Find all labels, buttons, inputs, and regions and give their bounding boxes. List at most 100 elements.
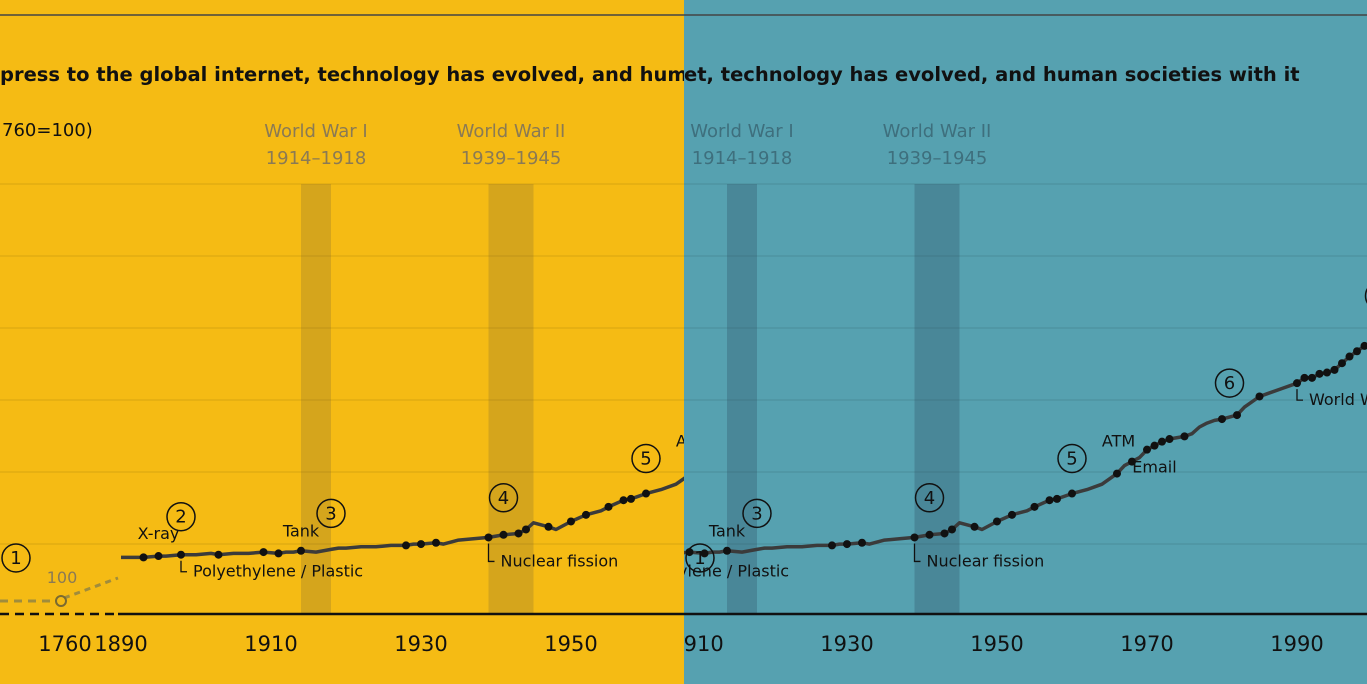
y-axis-label: 760=100) <box>2 120 93 141</box>
data-point <box>685 548 694 557</box>
annotation-label: ATM <box>676 432 684 451</box>
milestone-marker-label: 3 <box>325 503 336 524</box>
data-point <box>1045 496 1054 505</box>
milestone-marker-circle <box>685 543 715 573</box>
data-point <box>1233 411 1241 420</box>
data-point <box>1143 445 1151 454</box>
milestone-marker-label: 1 <box>10 548 21 569</box>
annotation-label: Polyethylene / Plastic <box>193 562 363 581</box>
annotation-leader <box>180 560 187 573</box>
annotation-label: Nuclear fission <box>501 551 619 570</box>
data-point <box>970 522 979 531</box>
war-band <box>301 184 331 614</box>
war-band <box>488 184 534 614</box>
data-point <box>843 540 851 549</box>
data-point <box>484 533 493 542</box>
data-point <box>858 538 866 547</box>
data-point <box>1150 441 1159 450</box>
annotation-leader <box>1296 389 1303 401</box>
milestone-marker-circle <box>742 498 772 529</box>
data-point <box>214 550 223 559</box>
x-tick-label: 1950 <box>544 632 597 656</box>
war-years-label: 1939–1945 <box>461 148 562 169</box>
data-point <box>1180 432 1189 441</box>
data-point <box>567 517 575 526</box>
start-value-label: 100 <box>47 568 78 587</box>
x-tick-label: 1890 <box>94 632 147 656</box>
annotation-label: Nuclear fission <box>927 551 1045 570</box>
chart-panel-yellow: World War I 1914–1918 World War II 1939–194… <box>0 14 684 656</box>
data-point <box>544 522 553 531</box>
background <box>684 0 1367 684</box>
data-point <box>1330 365 1339 374</box>
data-point <box>1300 373 1309 382</box>
milestone-marker-label: 4 <box>498 488 509 509</box>
data-point <box>259 548 268 557</box>
data-point <box>1293 379 1301 388</box>
data-point <box>1165 435 1174 444</box>
data-point <box>925 530 934 539</box>
data-point <box>1315 369 1324 378</box>
annotation-label: ATM <box>1102 432 1135 451</box>
war-years-label: 1939–1945 <box>887 148 988 169</box>
x-tick-label: 1760 <box>38 632 91 656</box>
data-point <box>499 530 508 539</box>
annotation-label: X-ray <box>138 524 180 543</box>
war-name-label: World War I <box>690 121 793 142</box>
milestone-marker-circle <box>631 443 661 474</box>
data-point <box>828 541 836 550</box>
data-point <box>948 525 956 534</box>
data-point <box>1030 502 1039 511</box>
data-point <box>700 549 709 558</box>
milestone-marker-label: 2 <box>175 507 186 528</box>
data-point <box>1008 510 1016 519</box>
data-point <box>274 549 283 558</box>
data-point <box>1113 469 1121 478</box>
war-band <box>914 184 960 614</box>
x-tick-label: 1910 <box>244 632 297 656</box>
data-point <box>1323 368 1331 377</box>
milestone-marker-circle <box>316 498 346 529</box>
war-band <box>727 184 757 614</box>
data-point <box>1353 347 1361 356</box>
milestone-marker-circle <box>914 483 945 513</box>
x-tick-label: 1970 <box>1120 632 1173 656</box>
chart-title: et, technology has evolved, and human so… <box>684 63 1300 86</box>
annotation-label: Tank <box>282 522 320 541</box>
data-point <box>1218 415 1226 424</box>
milestone-marker-circle <box>1057 443 1087 474</box>
data-point <box>1128 457 1136 466</box>
data-point <box>1158 437 1166 446</box>
milestone-marker-label: 1 <box>694 548 705 569</box>
data-point <box>417 540 425 549</box>
data-point <box>514 529 523 538</box>
x-tick-label: 1990 <box>1270 632 1323 656</box>
annotation-label: Email <box>1132 458 1176 477</box>
data-point <box>627 494 635 503</box>
chart-title: press to the global internet, technology… <box>0 63 684 86</box>
data-point <box>1053 494 1061 503</box>
war-name-label: World War I <box>264 121 367 142</box>
milestone-marker-label: 3 <box>751 503 762 524</box>
data-point <box>1308 373 1316 382</box>
war-years-label: 1914–1918 <box>692 148 793 169</box>
annotation-leader <box>487 543 495 563</box>
x-tick-label: 1930 <box>394 632 447 656</box>
data-point <box>297 546 305 555</box>
chart-panel-blue: World War I 1914–1918 World War II 1939–194… <box>684 0 1367 684</box>
data-point <box>604 502 613 511</box>
start-point <box>55 595 67 607</box>
annotation-label: World W <box>1309 390 1367 409</box>
data-point <box>1068 489 1076 498</box>
data-point <box>723 546 731 555</box>
annotation-leader <box>913 543 921 563</box>
data-point <box>993 517 1001 526</box>
chart-svg-right: World War I 1914–1918 World War II 1939–194… <box>684 0 1367 684</box>
war-name-label: World War II <box>457 121 566 142</box>
war-name-label: World War II <box>883 121 992 142</box>
series-line <box>121 476 684 560</box>
data-point <box>642 489 650 498</box>
x-tick-label: 1930 <box>820 632 873 656</box>
milestone-marker-label: 6 <box>1224 373 1235 394</box>
data-point <box>1255 392 1264 401</box>
